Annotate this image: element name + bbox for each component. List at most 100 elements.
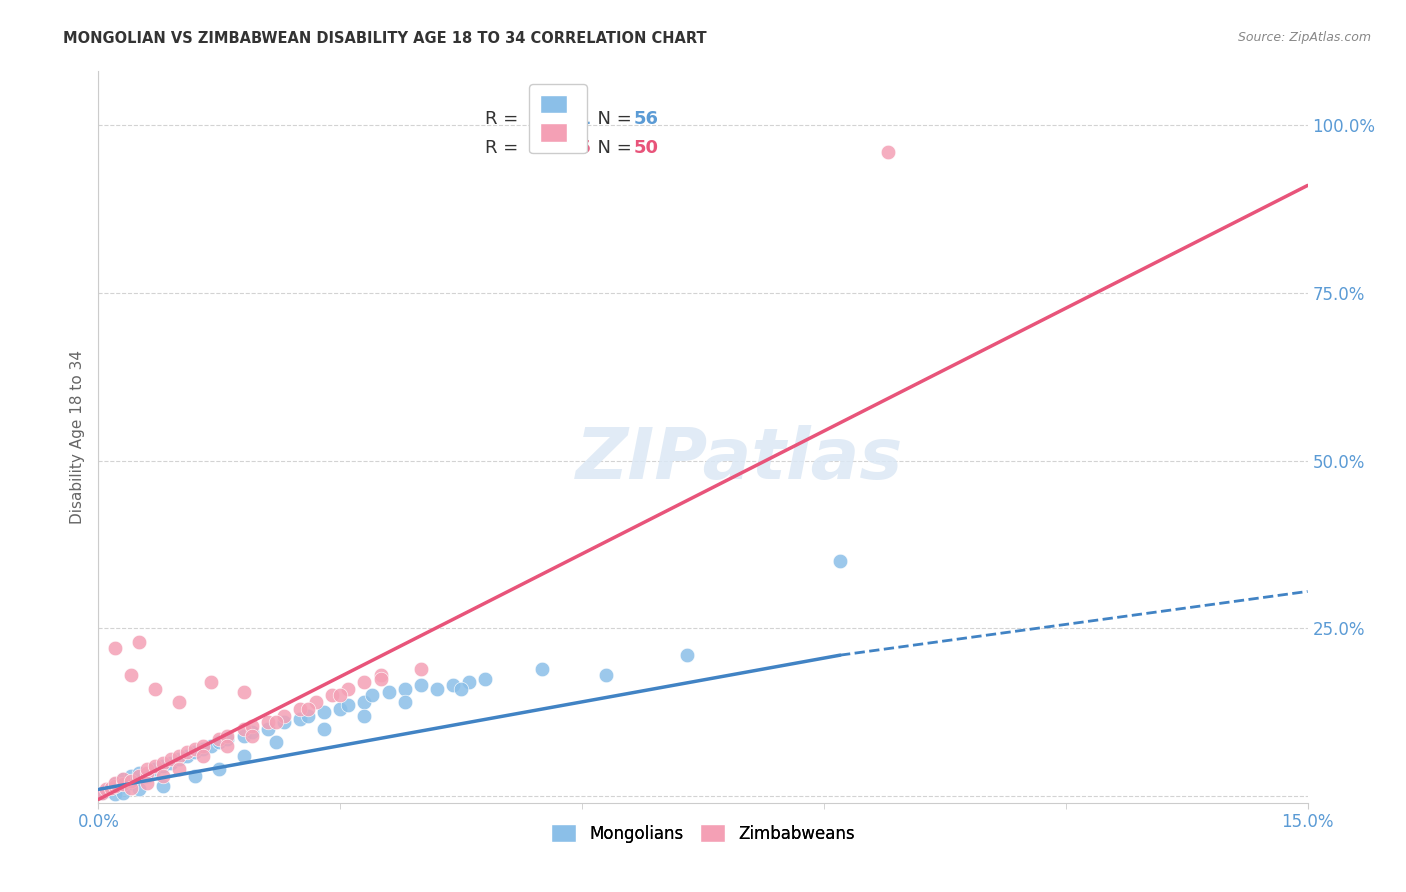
- Text: N =: N =: [586, 139, 637, 157]
- Point: [877, 145, 900, 159]
- Text: ZIPatlas: ZIPatlas: [575, 425, 903, 493]
- Point: [377, 685, 399, 699]
- Point: [217, 732, 239, 747]
- Point: [160, 756, 183, 770]
- Point: [103, 787, 125, 801]
- Point: [256, 722, 278, 736]
- Text: R =: R =: [485, 110, 524, 128]
- Point: [128, 634, 150, 648]
- Point: [193, 739, 215, 753]
- Point: [240, 729, 263, 743]
- Point: [288, 712, 311, 726]
- Point: [176, 748, 198, 763]
- Point: [450, 681, 472, 696]
- Point: [96, 783, 118, 797]
- Point: [100, 780, 122, 795]
- Point: [111, 772, 134, 787]
- Point: [530, 662, 553, 676]
- Text: 0.825: 0.825: [534, 139, 591, 157]
- Point: [441, 678, 464, 692]
- Point: [103, 779, 125, 793]
- Legend: Mongolians, Zimbabweans: Mongolians, Zimbabweans: [544, 818, 862, 849]
- Point: [337, 698, 360, 713]
- Point: [152, 756, 174, 770]
- Point: [111, 772, 134, 787]
- Point: [208, 735, 231, 749]
- Point: [394, 681, 416, 696]
- Point: [595, 668, 617, 682]
- Point: [828, 554, 851, 568]
- Point: [167, 748, 190, 763]
- Point: [232, 685, 254, 699]
- Point: [143, 762, 166, 776]
- Point: [167, 752, 190, 766]
- Point: [240, 725, 263, 739]
- Point: [152, 779, 174, 793]
- Point: [361, 689, 384, 703]
- Point: [128, 772, 150, 787]
- Point: [232, 729, 254, 743]
- Point: [353, 695, 375, 709]
- Point: [273, 708, 295, 723]
- Point: [288, 702, 311, 716]
- Point: [160, 752, 183, 766]
- Point: [208, 762, 231, 776]
- Point: [217, 729, 239, 743]
- Point: [103, 641, 125, 656]
- Point: [152, 769, 174, 783]
- Point: [91, 786, 114, 800]
- Point: [458, 675, 481, 690]
- Point: [143, 759, 166, 773]
- Point: [120, 780, 142, 795]
- Point: [111, 786, 134, 800]
- Point: [232, 748, 254, 763]
- Point: [120, 769, 142, 783]
- Point: [184, 746, 207, 760]
- Point: [314, 705, 336, 719]
- Point: [314, 722, 336, 736]
- Point: [120, 668, 142, 682]
- Point: [305, 695, 328, 709]
- Point: [100, 782, 122, 797]
- Point: [91, 786, 114, 800]
- Text: 0.461: 0.461: [534, 110, 591, 128]
- Point: [321, 689, 343, 703]
- Point: [135, 775, 157, 789]
- Text: MONGOLIAN VS ZIMBABWEAN DISABILITY AGE 18 TO 34 CORRELATION CHART: MONGOLIAN VS ZIMBABWEAN DISABILITY AGE 1…: [63, 31, 707, 46]
- Point: [297, 708, 319, 723]
- Point: [200, 739, 222, 753]
- Point: [676, 648, 699, 662]
- Point: [103, 780, 125, 795]
- Point: [193, 742, 215, 756]
- Point: [200, 675, 222, 690]
- Point: [135, 765, 157, 780]
- Text: 50: 50: [634, 139, 659, 157]
- Point: [167, 695, 190, 709]
- Point: [96, 782, 118, 797]
- Point: [240, 718, 263, 732]
- Point: [409, 662, 432, 676]
- Point: [297, 702, 319, 716]
- Point: [135, 769, 157, 783]
- Point: [176, 746, 198, 760]
- Point: [128, 782, 150, 797]
- Point: [394, 695, 416, 709]
- Point: [474, 672, 496, 686]
- Point: [329, 702, 352, 716]
- Text: Source: ZipAtlas.com: Source: ZipAtlas.com: [1237, 31, 1371, 45]
- Text: N =: N =: [586, 110, 637, 128]
- Point: [135, 762, 157, 776]
- Point: [264, 715, 287, 730]
- Point: [143, 681, 166, 696]
- Point: [232, 722, 254, 736]
- Y-axis label: Disability Age 18 to 34: Disability Age 18 to 34: [69, 350, 84, 524]
- Point: [426, 681, 449, 696]
- Point: [184, 769, 207, 783]
- Point: [184, 742, 207, 756]
- Point: [103, 775, 125, 789]
- Point: [256, 715, 278, 730]
- Point: [128, 769, 150, 783]
- Point: [353, 708, 375, 723]
- Point: [167, 762, 190, 776]
- Text: R =: R =: [485, 139, 524, 157]
